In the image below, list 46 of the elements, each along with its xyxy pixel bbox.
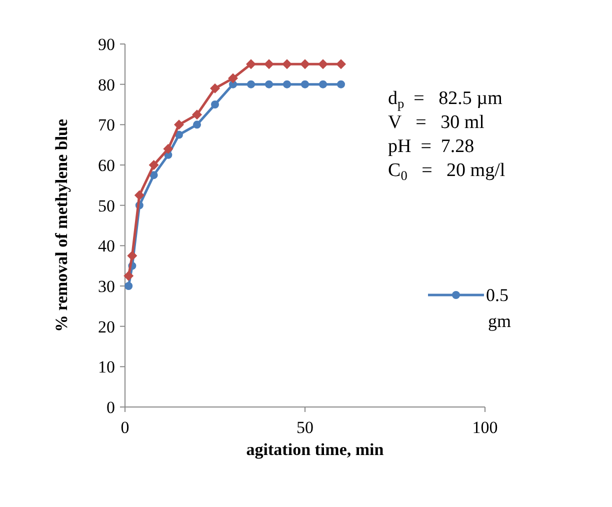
y-tick-label: 20 [98,317,115,336]
point [228,73,238,84]
point [300,59,310,70]
point [301,80,309,88]
point [127,250,138,261]
point [283,80,291,88]
point [163,144,174,154]
point [148,160,159,170]
point [264,59,274,70]
y-tick-label: 60 [98,156,115,175]
y-axis-title: % removal of methylene blue [52,118,71,332]
y-tick-label: 10 [98,358,115,377]
y-tick-label: 80 [98,75,115,94]
point [174,120,184,130]
y-tick-label: 50 [98,196,115,216]
legend-label: 0.5 gm [486,285,512,331]
point [265,80,273,88]
y-tick-label: 70 [98,116,115,135]
point [337,80,345,88]
point [150,171,158,180]
point [193,120,201,129]
point [124,270,134,281]
y-tick-label: 30 [98,276,115,296]
point [246,59,256,70]
x-tick-label: 0 [120,418,130,437]
point [319,80,327,88]
annotation: d$_{p}$ = 82.5 µm [388,88,503,111]
point [247,80,255,88]
x-tick-label: 100 [472,418,498,437]
point [282,59,292,70]
point [175,130,183,139]
point [318,59,328,70]
annotation: V = 30 ml [388,112,484,133]
point [336,59,346,70]
point [192,110,202,120]
y-tick-label: 40 [98,236,115,256]
x-tick-label: 50 [296,418,314,437]
point [124,282,133,290]
annotation: pH = 7.28 [388,136,474,157]
y-tick-label: 0 [106,398,115,417]
annotation: C$_{0}$ = 20 mg/l [388,160,506,183]
point [134,190,144,200]
y-tick-label: 90 [98,34,115,54]
x-axis-title: agitation time, min [246,440,384,459]
point [210,83,220,94]
point [211,100,219,108]
